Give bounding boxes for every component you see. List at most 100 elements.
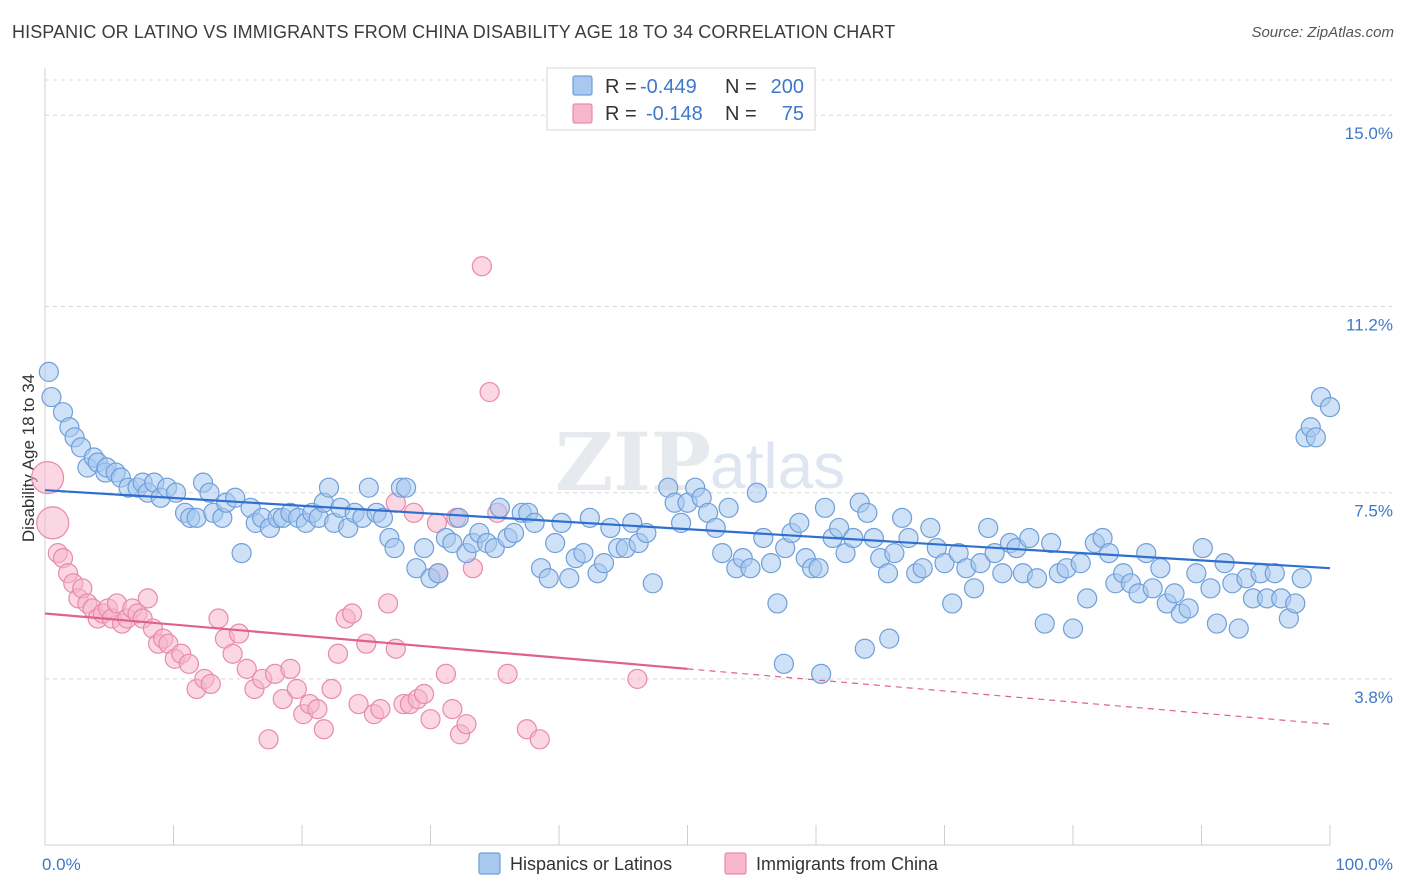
data-point bbox=[137, 588, 158, 609]
data-point bbox=[327, 643, 349, 664]
legend-swatch-blue bbox=[572, 75, 593, 96]
data-point bbox=[231, 542, 252, 564]
legend-n-value: 75 bbox=[782, 103, 804, 125]
data-point bbox=[41, 386, 62, 408]
data-point bbox=[200, 673, 221, 695]
data-point bbox=[573, 542, 594, 564]
data-point bbox=[1305, 427, 1326, 448]
chart-title: HISPANIC OR LATINO VS IMMIGRANTS FROM CH… bbox=[12, 22, 896, 42]
data-point bbox=[377, 593, 399, 614]
data-point bbox=[529, 729, 550, 750]
data-point bbox=[318, 477, 340, 498]
data-point bbox=[814, 497, 836, 518]
data-point bbox=[1264, 563, 1285, 584]
data-point bbox=[1291, 568, 1312, 589]
data-point bbox=[877, 563, 899, 584]
data-point bbox=[370, 699, 391, 720]
data-point bbox=[746, 482, 767, 503]
data-point bbox=[1136, 542, 1157, 564]
data-point bbox=[863, 527, 884, 549]
source-credit: Source: ZipAtlas.com bbox=[1251, 24, 1394, 41]
data-point bbox=[1026, 568, 1048, 589]
data-point bbox=[1142, 578, 1163, 599]
legend-r-value: -0.148 bbox=[646, 103, 703, 125]
data-point bbox=[978, 517, 999, 539]
data-point bbox=[258, 729, 279, 750]
y-tick-labels: 3.8% 7.5% 11.2% 15.0% bbox=[1345, 124, 1393, 707]
y-tick-label: 3.8% bbox=[1354, 688, 1393, 707]
data-point bbox=[1150, 558, 1171, 579]
data-point bbox=[489, 497, 510, 518]
data-point bbox=[789, 512, 810, 533]
data-point bbox=[808, 558, 829, 579]
legend-r-value: -0.449 bbox=[640, 76, 697, 98]
x-tick-labels: 0.0% 100.0% bbox=[42, 855, 1393, 874]
data-point bbox=[642, 573, 663, 594]
legend: R = -0.449 N = 200 R = -0.148 N = 75 bbox=[546, 67, 816, 131]
data-point bbox=[1285, 593, 1306, 614]
data-point bbox=[503, 522, 525, 544]
legend-r-label: R = bbox=[605, 76, 637, 98]
data-point bbox=[479, 381, 500, 403]
data-point bbox=[321, 678, 342, 700]
data-point bbox=[854, 638, 875, 659]
data-point bbox=[358, 477, 379, 498]
data-point bbox=[767, 593, 788, 614]
data-point bbox=[898, 527, 919, 549]
bottom-legend-label: Immigrants from China bbox=[756, 854, 939, 874]
data-point bbox=[313, 719, 334, 740]
data-point bbox=[891, 507, 913, 528]
data-point bbox=[1228, 618, 1249, 639]
data-point bbox=[992, 563, 1013, 584]
data-point bbox=[413, 683, 435, 705]
data-point bbox=[1200, 578, 1221, 599]
data-point bbox=[879, 628, 900, 649]
bottom-legend-swatch-pink bbox=[724, 852, 747, 875]
data-point bbox=[920, 517, 941, 539]
x-tick-label: 100.0% bbox=[1335, 855, 1393, 874]
data-point bbox=[627, 668, 648, 690]
trend-line-china bbox=[44, 612, 688, 670]
data-point bbox=[413, 537, 435, 559]
trend-lines bbox=[44, 489, 1331, 725]
data-point bbox=[963, 578, 985, 599]
grid-lines bbox=[45, 79, 1392, 680]
data-point bbox=[395, 477, 417, 498]
data-point bbox=[705, 517, 726, 539]
data-point bbox=[442, 699, 463, 720]
y-tick-label: 11.2% bbox=[1346, 315, 1393, 334]
data-point bbox=[753, 527, 774, 549]
data-point bbox=[740, 558, 761, 579]
data-point bbox=[1041, 532, 1062, 554]
series-immigrants-china-points bbox=[30, 256, 648, 750]
data-point bbox=[471, 256, 492, 277]
data-point bbox=[384, 537, 405, 559]
data-point bbox=[1186, 563, 1207, 584]
bottom-legend-swatch-blue bbox=[478, 852, 501, 875]
data-point bbox=[1206, 613, 1228, 634]
data-point bbox=[372, 507, 394, 528]
data-point bbox=[970, 553, 991, 574]
bottom-legend: Hispanics or Latinos Immigrants from Chi… bbox=[478, 852, 939, 875]
data-point bbox=[497, 663, 518, 684]
data-point bbox=[857, 502, 878, 523]
data-point bbox=[712, 542, 733, 564]
data-point bbox=[1034, 613, 1055, 634]
data-point bbox=[222, 643, 243, 664]
data-point bbox=[435, 663, 457, 684]
data-point bbox=[884, 542, 905, 564]
data-point bbox=[307, 699, 328, 720]
bottom-legend-label: Hispanics or Latinos bbox=[510, 854, 672, 874]
data-point bbox=[942, 593, 963, 614]
data-point bbox=[1192, 537, 1213, 559]
legend-r-label: R = bbox=[605, 103, 637, 125]
data-point bbox=[420, 709, 441, 730]
data-point bbox=[545, 532, 566, 554]
data-point bbox=[773, 653, 794, 674]
data-point bbox=[442, 532, 463, 554]
data-point bbox=[524, 512, 545, 533]
data-point bbox=[30, 460, 65, 495]
data-point bbox=[1077, 588, 1098, 609]
y-tick-label: 7.5% bbox=[1354, 502, 1393, 521]
